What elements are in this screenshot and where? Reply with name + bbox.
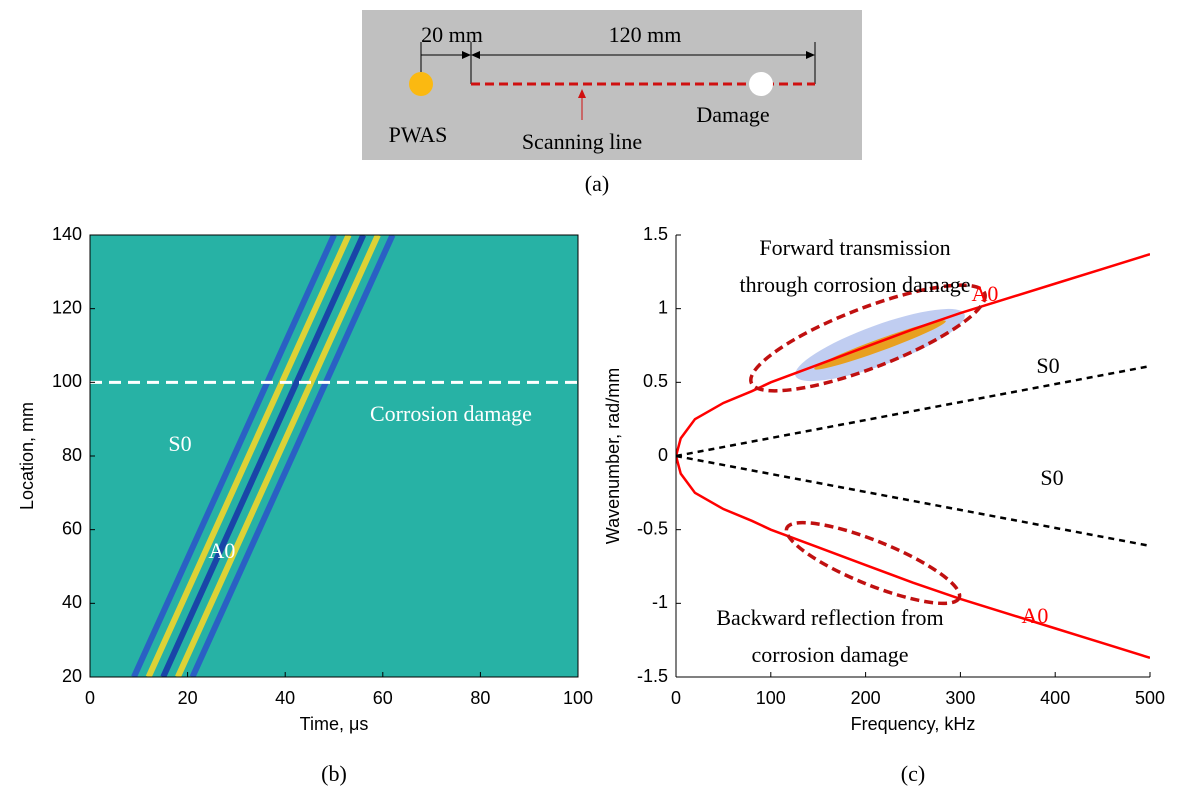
caption: (c) [901,761,925,786]
x-axis-label: Frequency, kHz [851,714,976,734]
annotation: A0 [1022,603,1049,628]
y-tick-label: 40 [62,592,82,612]
damage-marker [749,72,773,96]
energy-blob [159,677,251,724]
sensor-label: PWAS [389,122,448,147]
dispersion-curve [676,252,1150,457]
pwas [409,72,433,96]
y-axis-label: Wavenumber, rad/mm [603,368,623,544]
damage-label: Damage [696,102,769,127]
y-tick-label: 1 [658,297,668,317]
y-tick-label: -1.5 [637,666,668,686]
y-tick-label: -1 [652,592,668,612]
dimension-label: 120 mm [609,22,682,47]
annotation: A0 [972,281,999,306]
annotation: Corrosion damage [370,401,532,426]
dispersion-curve [676,455,1150,660]
wave-band [189,235,396,677]
diagram: 20 mm 120 mm PWAS Scanning line Damage (… [362,10,862,196]
wave-band [145,235,352,677]
dimension-label: 20 mm [421,22,483,47]
x-tick-label: 40 [275,688,295,708]
y-tick-label: 1.5 [643,224,668,244]
y-tick-label: 60 [62,518,82,538]
x-tick-label: 300 [945,688,975,708]
x-tick-label: 400 [1040,688,1070,708]
highlight-ellipse [784,520,962,606]
annotation: corrosion damage [752,642,909,667]
x-tick-label: 100 [756,688,786,708]
x-axis-label: Time, μs [300,714,369,734]
x-tick-label: 20 [178,688,198,708]
y-tick-label: 20 [62,666,82,686]
wave-band [160,235,367,677]
heatmap-background [90,235,578,677]
x-tick-label: 80 [470,688,490,708]
y-tick-label: 80 [62,445,82,465]
annotation: S0 [168,431,191,456]
y-tick-label: 120 [52,297,82,317]
x-tick-label: 60 [373,688,393,708]
y-tick-label: -0.5 [637,518,668,538]
x-tick-label: 500 [1135,688,1165,708]
annotation: S0 [1036,353,1059,378]
arrow-head [578,89,586,98]
highlight-ellipse [749,283,987,393]
x-tick-label: 0 [671,688,681,708]
dispersion-curve [676,364,1150,458]
scan-label: Scanning line [522,129,642,154]
arrow-head [471,51,480,59]
arrow-head [806,51,815,59]
y-tick-label: 0 [658,445,668,465]
annotation: Forward transmission [759,235,950,260]
plot-area [159,252,1150,724]
annotation: Backward reflection from [716,605,943,630]
plot-area [90,235,578,677]
y-tick-label: 0.5 [643,371,668,391]
y-tick-label: 140 [52,224,82,244]
annotation: S0 [1040,465,1063,490]
caption: (b) [321,761,347,786]
x-tick-label: 200 [851,688,881,708]
y-tick-label: 100 [52,371,82,391]
annotation: A0 [209,538,236,563]
wave-band [175,235,381,677]
x-tick-label: 0 [85,688,95,708]
caption: (a) [585,171,609,196]
wave-band [131,235,337,677]
energy-core [814,320,946,370]
x-tick-label: 100 [563,688,593,708]
y-axis-label: Location, mm [17,402,37,510]
arrow-head [462,51,471,59]
annotation: through corrosion damage [740,272,971,297]
dispersion-curve [676,454,1150,548]
